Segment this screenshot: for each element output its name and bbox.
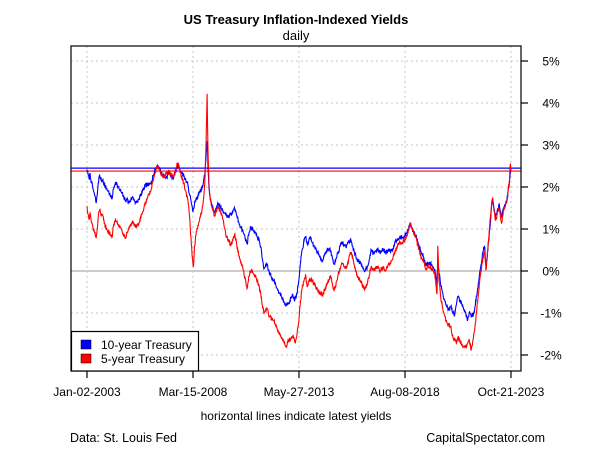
axes: Jan-02-2003 Mar-15-2008 May-27-2013 Aug-08-… bbox=[53, 55, 562, 400]
x-tick-label: Aug-08-2018 bbox=[370, 385, 440, 399]
legend-label-10-year: 10-year Treasury bbox=[101, 338, 192, 352]
x-tick-label: Oct-21-2023 bbox=[478, 385, 545, 399]
y-tick-label: 4% bbox=[542, 97, 560, 111]
legend-box bbox=[70, 330, 200, 372]
y-tick-label: -1% bbox=[540, 307, 562, 321]
y-tick-label: 5% bbox=[542, 55, 560, 69]
y-tick-label: 3% bbox=[542, 139, 560, 153]
y-tick-label: -2% bbox=[540, 349, 562, 363]
y-tick-label: 2% bbox=[542, 181, 560, 195]
legend-swatch-5-year bbox=[80, 353, 92, 364]
latest-yield-lines bbox=[71, 167, 521, 172]
x-tick-label: May-27-2013 bbox=[264, 385, 335, 399]
x-tick-label: Mar-15-2008 bbox=[159, 385, 228, 399]
chart-subtitle: daily bbox=[283, 28, 310, 43]
legend: 10-year Treasury 5-year Treasury bbox=[70, 330, 200, 372]
site-credit: CapitalSpectator.com bbox=[426, 431, 545, 445]
y-tick-label: 1% bbox=[542, 223, 560, 237]
y-tick-label: 0% bbox=[542, 265, 560, 279]
legend-swatch-10-year bbox=[80, 339, 92, 350]
data-source: Data: St. Louis Fed bbox=[70, 431, 177, 445]
chart-title: US Treasury Inflation-Indexed Yields bbox=[184, 12, 409, 27]
series-5-year bbox=[86, 93, 512, 351]
x-tick-label: Jan-02-2003 bbox=[53, 385, 121, 399]
plot-area-border bbox=[70, 45, 522, 372]
chart-caption: horizontal lines indicate latest yields bbox=[201, 409, 392, 423]
legend-label-5-year: 5-year Treasury bbox=[101, 352, 185, 366]
gridlines bbox=[71, 46, 521, 371]
series-lines bbox=[86, 93, 512, 351]
